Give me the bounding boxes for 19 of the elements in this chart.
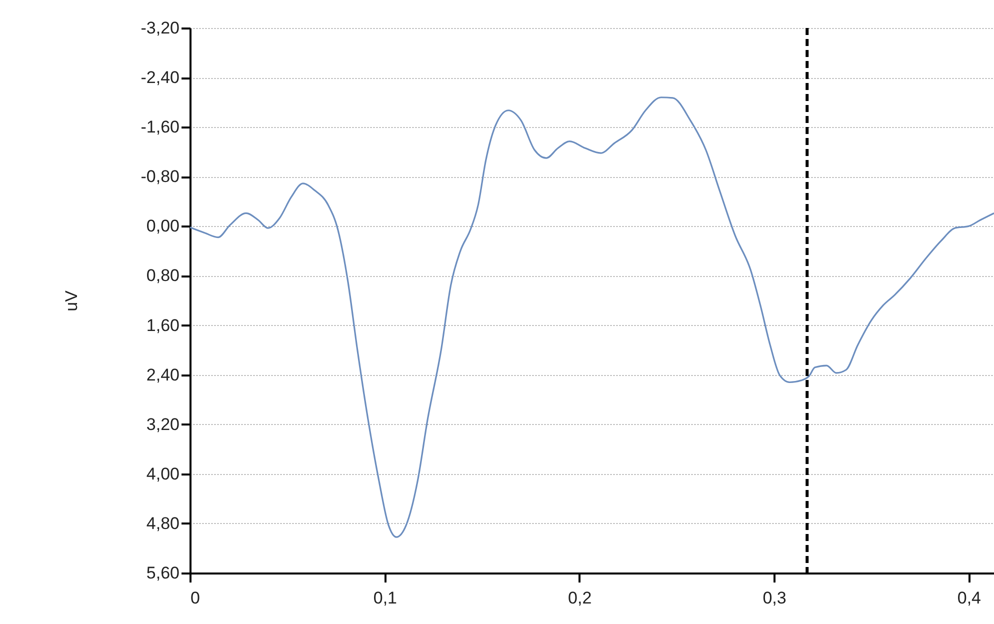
- x-tick-label: 0,2: [568, 588, 592, 608]
- y-tick-label: 1,60: [146, 316, 180, 335]
- line-series: [190, 96, 994, 538]
- x-tick-label: 0,4: [957, 588, 982, 608]
- y-tick-label: 0,00: [146, 216, 180, 236]
- y-tick-label: 3,20: [146, 414, 180, 434]
- y-axis-title: uV: [62, 290, 81, 312]
- x-tick-label: 0,3: [762, 588, 786, 608]
- y-tick-label: -3,20: [140, 18, 180, 38]
- y-tick-label: -0,80: [140, 167, 180, 186]
- x-tick-label: 0: [190, 588, 200, 608]
- y-tick-label: 4,00: [146, 464, 180, 484]
- y-tick-label: 4,80: [146, 514, 180, 533]
- y-tick-label: 0,80: [146, 266, 180, 286]
- y-tick-label: 2,40: [146, 365, 180, 384]
- x-tick-label: 0,1: [373, 588, 397, 608]
- y-tick-label: 5,60: [146, 564, 180, 582]
- y-tick-label: -1,60: [140, 118, 180, 137]
- y-tick-label: -2,40: [140, 68, 180, 88]
